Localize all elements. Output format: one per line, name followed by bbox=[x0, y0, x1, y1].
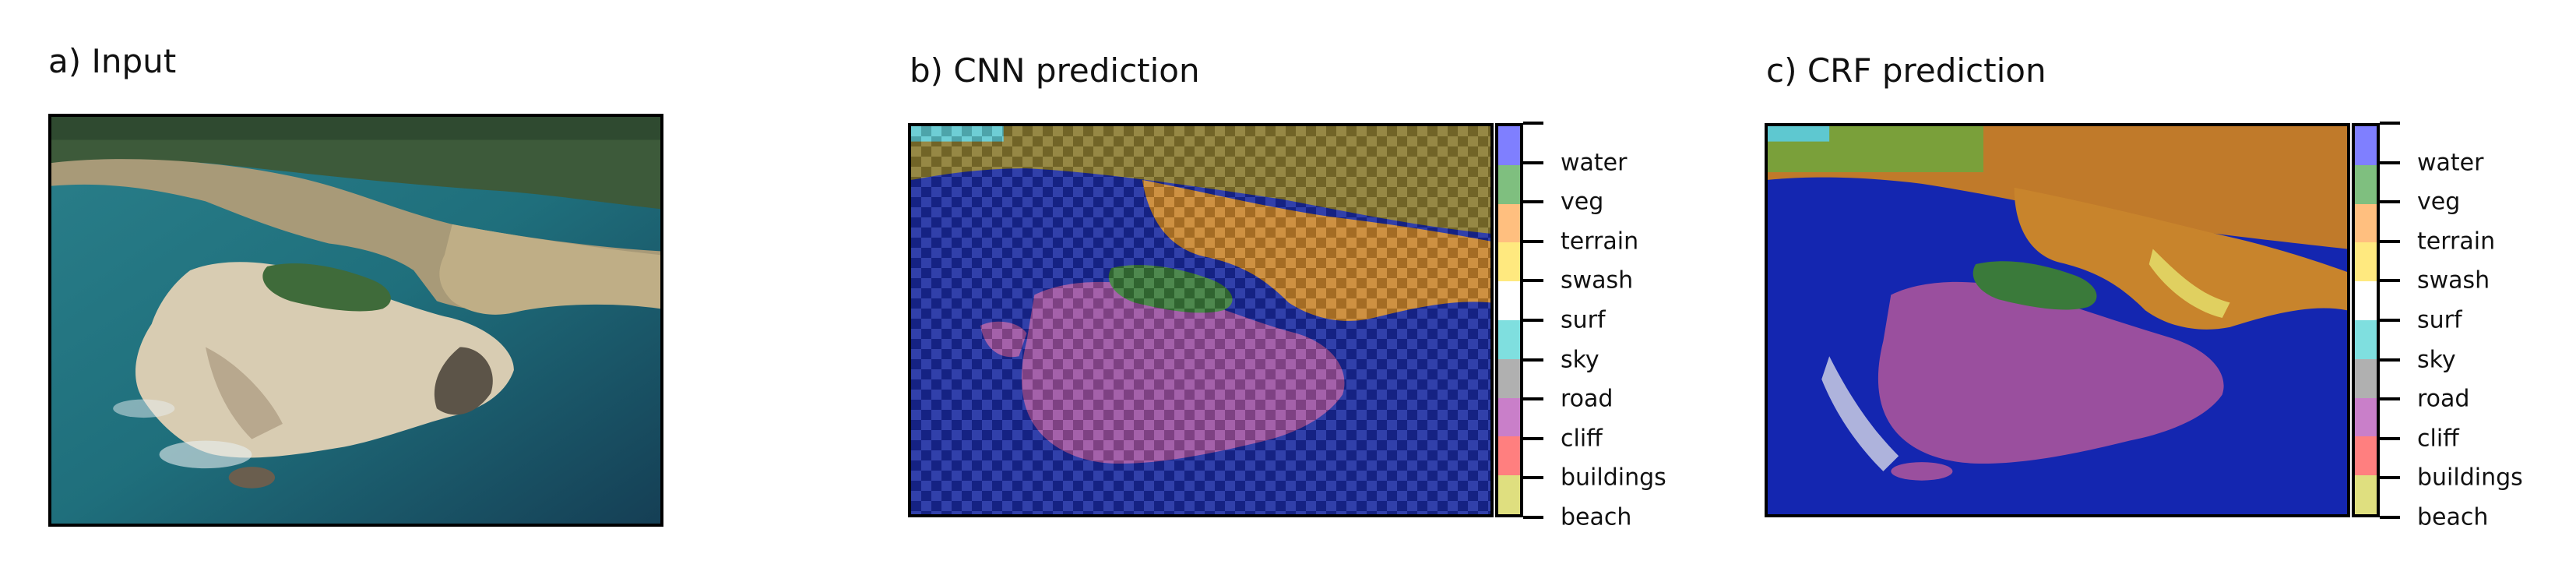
colorbar-label-tick bbox=[2380, 161, 2391, 164]
colorbar-b-ticks: water veg terrain swash surf sky road cliff buil… bbox=[1523, 122, 1679, 531]
colorbar-label-road: road bbox=[2417, 385, 2470, 413]
colorbar-label-tick bbox=[2380, 358, 2391, 362]
colorbar-label-tick bbox=[1523, 319, 1534, 322]
colorbar-label-beach: beach bbox=[1561, 503, 1632, 531]
crf-prediction-image bbox=[1765, 123, 2350, 517]
colorbar-label-tick bbox=[1523, 516, 1534, 519]
colorbar-swatch-beach bbox=[2355, 475, 2377, 514]
colorbar-label-sky: sky bbox=[2417, 346, 2456, 374]
input-photo bbox=[48, 114, 663, 527]
colorbar-swatch-water bbox=[2355, 126, 2377, 165]
colorbar-swatch-terrain bbox=[2355, 203, 2377, 243]
panel-b-title: b) CNN prediction bbox=[910, 51, 1200, 90]
colorbar-boundary-tick bbox=[1523, 122, 1543, 125]
colorbar-label-buildings: buildings bbox=[1561, 464, 1666, 492]
colorbar-c-ticks: water veg terrain swash surf sky road cliff buil… bbox=[2380, 122, 2536, 531]
colorbar-label-buildings: buildings bbox=[2417, 464, 2523, 492]
colorbar-swatch-surf bbox=[1498, 281, 1520, 320]
colorbar-label-swash: swash bbox=[2417, 266, 2490, 295]
colorbar-c bbox=[2352, 123, 2380, 517]
panel-c-title: c) CRF prediction bbox=[1766, 51, 2046, 90]
colorbar-label-water: water bbox=[1561, 149, 1628, 177]
colorbar-label-tick bbox=[2380, 319, 2391, 322]
colorbar-label-tick bbox=[1523, 239, 1534, 243]
colorbar-label-tick bbox=[1523, 279, 1534, 283]
colorbar-label-surf: surf bbox=[2417, 306, 2462, 334]
colorbar-label-tick bbox=[1523, 358, 1534, 362]
colorbar-label-tick bbox=[1523, 161, 1534, 164]
colorbar-swatch-buildings bbox=[1498, 436, 1520, 476]
colorbar-label-tick bbox=[2380, 279, 2391, 283]
colorbar-label-cliff: cliff bbox=[1561, 425, 1603, 453]
colorbar-swatch-beach bbox=[1498, 475, 1520, 514]
colorbar-label-water: water bbox=[2417, 149, 2484, 177]
colorbar-label-road: road bbox=[1561, 385, 1614, 413]
colorbar-swatch-surf bbox=[2355, 281, 2377, 320]
colorbar-swatch-swash bbox=[1498, 242, 1520, 282]
colorbar-label-terrain: terrain bbox=[1561, 228, 1639, 256]
colorbar-label-tick bbox=[2380, 476, 2391, 480]
colorbar-swatch-road bbox=[1498, 358, 1520, 398]
colorbar-label-tick bbox=[2380, 397, 2391, 401]
colorbar-swatch-road bbox=[2355, 358, 2377, 398]
colorbar-swatch-sky bbox=[2355, 319, 2377, 359]
colorbar-boundary-tick bbox=[2380, 122, 2400, 125]
colorbar-label-tick bbox=[2380, 200, 2391, 204]
colorbar-label-cliff: cliff bbox=[2417, 425, 2459, 453]
cnn-prediction-image bbox=[908, 123, 1494, 517]
colorbar-swatch-veg bbox=[2355, 164, 2377, 204]
colorbar-label-tick bbox=[2380, 436, 2391, 440]
colorbar-swatch-terrain bbox=[1498, 203, 1520, 243]
colorbar-label-tick bbox=[1523, 200, 1534, 204]
colorbar-label-tick bbox=[1523, 436, 1534, 440]
colorbar-label-tick bbox=[1523, 397, 1534, 401]
colorbar-b bbox=[1495, 123, 1523, 517]
colorbar-label-veg: veg bbox=[2417, 188, 2461, 216]
panel-a-title: a) Input bbox=[48, 42, 177, 80]
colorbar-swatch-swash bbox=[2355, 242, 2377, 282]
colorbar-label-tick bbox=[1523, 476, 1534, 480]
colorbar-swatch-veg bbox=[1498, 164, 1520, 204]
colorbar-swatch-cliff bbox=[2355, 397, 2377, 437]
colorbar-swatch-sky bbox=[1498, 319, 1520, 359]
colorbar-swatch-cliff bbox=[1498, 397, 1520, 437]
colorbar-label-tick bbox=[2380, 516, 2391, 519]
colorbar-label-beach: beach bbox=[2417, 503, 2489, 531]
colorbar-swatch-buildings bbox=[2355, 436, 2377, 476]
colorbar-label-veg: veg bbox=[1561, 188, 1604, 216]
colorbar-label-tick bbox=[2380, 239, 2391, 243]
colorbar-label-surf: surf bbox=[1561, 306, 1606, 334]
colorbar-swatch-water bbox=[1498, 126, 1520, 165]
colorbar-label-terrain: terrain bbox=[2417, 228, 2496, 256]
colorbar-label-swash: swash bbox=[1561, 266, 1634, 295]
colorbar-label-sky: sky bbox=[1561, 346, 1599, 374]
